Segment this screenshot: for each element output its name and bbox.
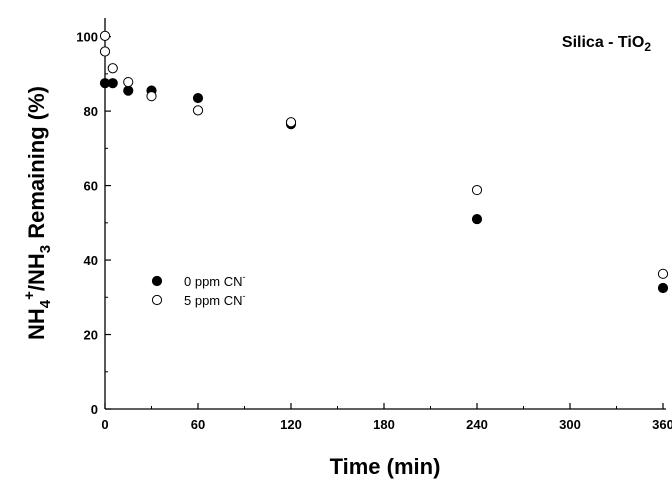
point-0ppm-4 (192, 92, 204, 104)
y-title-sub3: 3 (37, 245, 54, 253)
y-title-sub4: 4 (37, 299, 54, 308)
y-title-part3: Remaining (%) (24, 86, 49, 245)
chart-annotation: Silica - TiO2 (562, 34, 651, 54)
point-5ppm-7 (471, 184, 483, 196)
x-ticks: 0 60 120 180 240 300 360 (101, 403, 672, 432)
legend-label-0ppm-text: 0 ppm CN (184, 274, 243, 289)
y-tick-label-80: 80 (84, 104, 98, 119)
x-tick-label-180: 180 (373, 417, 395, 432)
legend-label-0ppm-sup: - (243, 272, 246, 282)
y-tick-label-40: 40 (84, 253, 98, 268)
legend-label-5ppm-sup: - (243, 291, 246, 301)
axes: 0 60 120 180 240 300 360 0 20 40 60 80 100 (76, 18, 672, 432)
point-5ppm-2 (107, 63, 118, 74)
point-5ppm-5 (192, 105, 204, 116)
legend-label-0ppm: 0 ppm CN- (184, 272, 246, 289)
y-axis-title: NH4+/NH3 Remaining (%) (21, 86, 54, 340)
annotation-main: Silica - TiO (562, 34, 644, 51)
y-tick-label-20: 20 (84, 328, 98, 343)
x-tick-label-60: 60 (191, 417, 205, 432)
y-tick-label-100: 100 (76, 30, 98, 45)
y-tick-label-60: 60 (84, 179, 98, 194)
data-points (99, 30, 669, 294)
legend-marker-filled (151, 275, 163, 287)
point-5ppm-3 (123, 76, 134, 88)
annotation-subscript: 2 (644, 40, 651, 54)
point-0ppm-6 (471, 213, 483, 225)
point-5ppm-1 (99, 46, 111, 57)
point-0ppm-1 (107, 78, 118, 89)
legend-label-5ppm-text: 5 ppm CN (184, 293, 243, 308)
legend-marker-open (151, 294, 163, 306)
legend-label-5ppm: 5 ppm CN- (184, 291, 246, 308)
y-title-part2: /NH (24, 253, 49, 291)
x-tick-label-240: 240 (466, 417, 488, 432)
x-tick-label-120: 120 (280, 417, 302, 432)
point-5ppm-4 (146, 91, 157, 102)
point-5ppm-0 (99, 30, 111, 41)
x-tick-label-300: 300 (559, 417, 581, 432)
legend: 0 ppm CN- 5 ppm CN- (151, 272, 246, 308)
x-tick-label-0: 0 (101, 417, 108, 432)
point-5ppm-8 (657, 268, 669, 279)
point-0ppm-7 (657, 282, 669, 294)
y-title-sup-plus: + (21, 291, 38, 300)
point-5ppm-6 (285, 117, 297, 128)
y-title-part1: NH (24, 308, 49, 340)
x-tick-label-360: 360 (652, 417, 672, 432)
x-axis-title: Time (min) (330, 454, 441, 479)
y-tick-label-0: 0 (91, 402, 98, 417)
y-ticks: 0 20 40 60 80 100 (76, 30, 111, 417)
point-0ppm-2 (123, 85, 134, 96)
